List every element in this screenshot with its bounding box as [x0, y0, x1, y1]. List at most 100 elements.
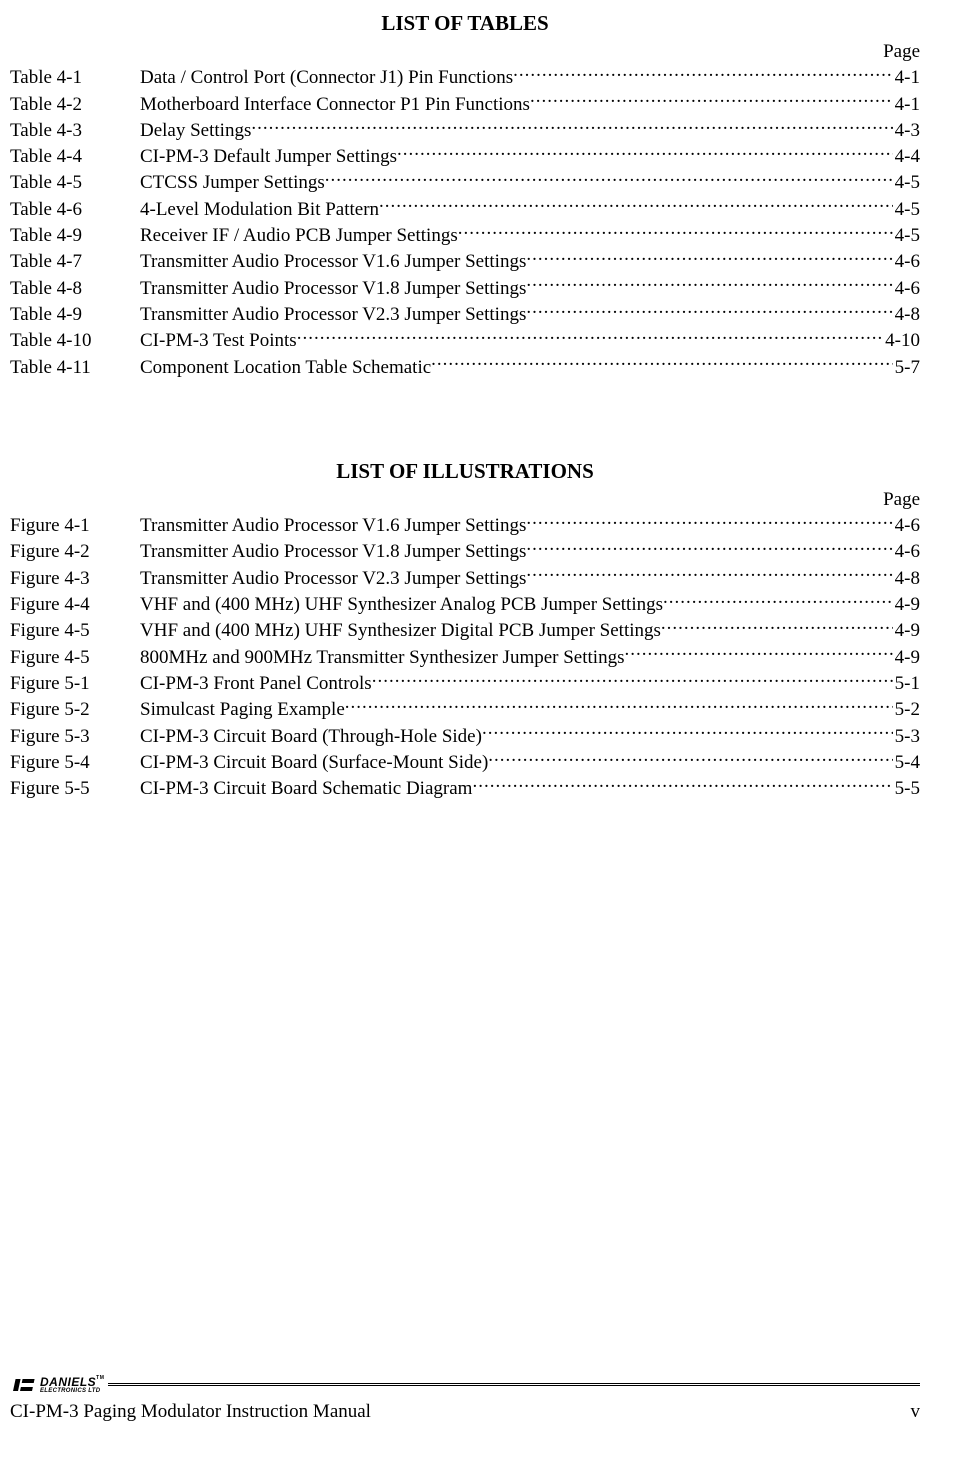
toc-row: Table 4-9Transmitter Audio Processor V2.… [10, 301, 920, 327]
brand-name: DANIELS [40, 1375, 96, 1389]
table-ref: Table 4-8 [10, 277, 140, 301]
toc-title: Motherboard Interface Connector P1 Pin F… [140, 93, 530, 117]
brand-subtitle: ELECTRONICS LTD [40, 1388, 104, 1394]
footer-page-number: v [911, 1400, 921, 1424]
toc-page-ref: 5-2 [893, 698, 920, 722]
table-ref: Table 4-9 [10, 303, 140, 327]
toc-page-ref: 4-1 [893, 93, 920, 117]
tables-heading: LIST OF TABLES [10, 10, 920, 37]
tables-page-label: Page [10, 40, 920, 64]
table-ref: Table 4-10 [10, 329, 140, 353]
table-ref: Table 4-1 [10, 66, 140, 90]
toc-row: Figure 4-4VHF and (400 MHz) UHF Synthesi… [10, 591, 920, 617]
table-ref: Table 4-5 [10, 171, 140, 195]
footer-rule [108, 1383, 920, 1386]
toc-row: Figure 5-3CI-PM-3 Circuit Board (Through… [10, 723, 920, 749]
toc-title: CI-PM-3 Circuit Board (Surface-Mount Sid… [140, 751, 488, 775]
toc-page-ref: 4-9 [893, 646, 920, 670]
table-ref: Table 4-4 [10, 145, 140, 169]
figure-ref: Figure 5-2 [10, 698, 140, 722]
toc-leader-dots [345, 696, 893, 715]
toc-leader-dots [431, 354, 893, 373]
figure-ref: Figure 4-5 [10, 619, 140, 643]
illustrations-list: Figure 4-1Transmitter Audio Processor V1… [10, 512, 920, 801]
toc-title: Transmitter Audio Processor V2.3 Jumper … [140, 303, 526, 327]
brand-logo [10, 1377, 38, 1393]
toc-page-ref: 5-4 [893, 751, 920, 775]
toc-leader-dots [458, 222, 893, 241]
toc-title: Transmitter Audio Processor V1.6 Jumper … [140, 250, 526, 274]
toc-title: VHF and (400 MHz) UHF Synthesizer Analog… [140, 593, 663, 617]
toc-row: Figure 5-2Simulcast Paging Example 5-2 [10, 696, 920, 722]
toc-leader-dots [661, 617, 893, 636]
toc-title: Transmitter Audio Processor V2.3 Jumper … [140, 567, 526, 591]
figure-ref: Figure 4-5 [10, 646, 140, 670]
figure-ref: Figure 4-1 [10, 514, 140, 538]
toc-leader-dots [297, 327, 883, 346]
toc-row: Figure 4-5VHF and (400 MHz) UHF Synthesi… [10, 617, 920, 643]
toc-page-ref: 4-6 [893, 277, 920, 301]
toc-title: Transmitter Audio Processor V1.8 Jumper … [140, 540, 526, 564]
toc-row: Figure 5-5CI-PM-3 Circuit Board Schemati… [10, 775, 920, 801]
toc-row: Table 4-64-Level Modulation Bit Pattern4… [10, 196, 920, 222]
illustrations-heading: LIST OF ILLUSTRATIONS [10, 458, 920, 485]
footer-manual-title: CI-PM-3 Paging Modulator Instruction Man… [10, 1400, 371, 1424]
toc-leader-dots [488, 749, 892, 768]
toc-page-ref: 4-5 [893, 224, 920, 248]
toc-row: Table 4-1Data / Control Port (Connector … [10, 64, 920, 90]
toc-page-ref: 4-5 [893, 171, 920, 195]
table-ref: Table 4-2 [10, 93, 140, 117]
toc-page-ref: 4-10 [883, 329, 920, 353]
toc-leader-dots [526, 275, 892, 294]
figure-ref: Figure 5-3 [10, 725, 140, 749]
toc-title: CI-PM-3 Circuit Board Schematic Diagram [140, 777, 472, 801]
toc-row: Figure 4-2Transmitter Audio Processor V1… [10, 538, 920, 564]
toc-leader-dots [526, 512, 892, 531]
toc-row: Table 4-4CI-PM-3 Default Jumper Settings… [10, 143, 920, 169]
toc-row: Figure 5-1CI-PM-3 Front Panel Controls5-… [10, 670, 920, 696]
toc-leader-dots [325, 169, 893, 188]
table-ref: Table 4-7 [10, 250, 140, 274]
table-ref: Table 4-3 [10, 119, 140, 143]
figure-ref: Figure 4-3 [10, 567, 140, 591]
toc-page-ref: 4-4 [893, 145, 920, 169]
toc-page-ref: 4-8 [893, 567, 920, 591]
toc-title: CI-PM-3 Circuit Board (Through-Hole Side… [140, 725, 482, 749]
toc-row: Table 4-10CI-PM-3 Test Points4-10 [10, 327, 920, 353]
figure-ref: Figure 5-4 [10, 751, 140, 775]
toc-title: 800MHz and 900MHz Transmitter Synthesize… [140, 646, 624, 670]
table-ref: Table 4-11 [10, 356, 140, 380]
toc-leader-dots [482, 723, 893, 742]
toc-page-ref: 4-5 [893, 198, 920, 222]
toc-title: Transmitter Audio Processor V1.6 Jumper … [140, 514, 526, 538]
toc-title: Simulcast Paging Example [140, 698, 345, 722]
toc-row: Table 4-8Transmitter Audio Processor V1.… [10, 275, 920, 301]
brand-tm: TM [96, 1375, 104, 1381]
toc-page-ref: 5-3 [893, 725, 920, 749]
toc-page-ref: 5-7 [893, 356, 920, 380]
toc-title: Delay Settings [140, 119, 251, 143]
toc-page-ref: 4-1 [893, 66, 920, 90]
toc-page-ref: 5-1 [893, 672, 920, 696]
toc-row: Table 4-7Transmitter Audio Processor V1.… [10, 248, 920, 274]
toc-leader-dots [526, 301, 892, 320]
toc-leader-dots [397, 143, 893, 162]
page-footer: DANIELSTM ELECTRONICS LTD CI-PM-3 Paging… [10, 1376, 920, 1424]
toc-leader-dots [379, 196, 893, 215]
toc-row: Table 4-2Motherboard Interface Connector… [10, 91, 920, 117]
toc-page-ref: 4-3 [893, 119, 920, 143]
toc-page-ref: 5-5 [893, 777, 920, 801]
toc-title: VHF and (400 MHz) UHF Synthesizer Digita… [140, 619, 661, 643]
toc-title: Transmitter Audio Processor V1.8 Jumper … [140, 277, 526, 301]
toc-page-ref: 4-6 [893, 514, 920, 538]
toc-page-ref: 4-9 [893, 619, 920, 643]
toc-leader-dots [251, 117, 892, 136]
figure-ref: Figure 4-2 [10, 540, 140, 564]
figure-ref: Figure 5-5 [10, 777, 140, 801]
toc-title: Data / Control Port (Connector J1) Pin F… [140, 66, 513, 90]
toc-leader-dots [526, 248, 892, 267]
toc-page-ref: 4-8 [893, 303, 920, 327]
toc-page-ref: 4-6 [893, 540, 920, 564]
toc-page-ref: 4-9 [893, 593, 920, 617]
toc-leader-dots [530, 91, 893, 110]
